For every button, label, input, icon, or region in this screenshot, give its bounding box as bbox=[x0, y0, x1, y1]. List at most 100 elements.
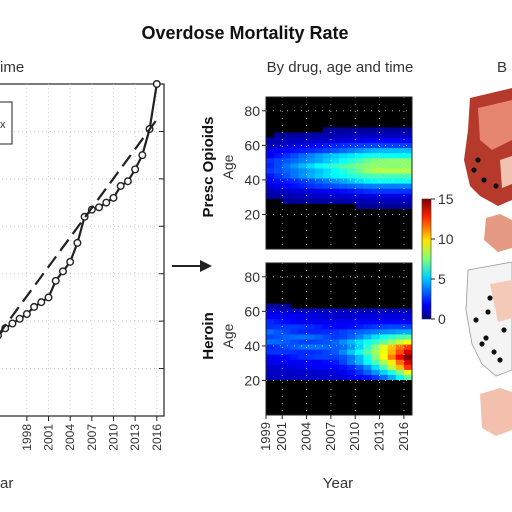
heroin-cell bbox=[379, 344, 389, 350]
heroin-cell bbox=[330, 308, 340, 315]
opioid-cell bbox=[387, 142, 397, 149]
opioid-cell bbox=[322, 147, 332, 154]
heroin-cell bbox=[403, 323, 413, 330]
heroin-cell bbox=[274, 323, 283, 330]
heroin-cell bbox=[314, 318, 324, 325]
heroin-cell bbox=[298, 323, 308, 330]
map-dot bbox=[493, 183, 499, 189]
heroin-cell bbox=[306, 374, 316, 381]
opioid-cell bbox=[330, 162, 340, 169]
opioid-cell bbox=[395, 198, 405, 204]
opioid-cell bbox=[266, 147, 275, 154]
opioid-cell bbox=[314, 178, 324, 184]
heroin-cell bbox=[298, 318, 308, 325]
opioid-cell bbox=[395, 173, 405, 179]
heroin-cell bbox=[290, 349, 299, 355]
opioid-cell bbox=[274, 152, 283, 159]
opioid-cell bbox=[339, 167, 348, 174]
opioid-cell bbox=[290, 198, 299, 204]
heroin-cell bbox=[266, 344, 275, 350]
heroin-cell bbox=[387, 354, 397, 360]
opioid-cell bbox=[322, 137, 332, 144]
opioid-cell bbox=[266, 162, 275, 169]
heroin-cell bbox=[371, 349, 381, 355]
heroin-cell bbox=[363, 333, 372, 340]
opioid-cell bbox=[298, 157, 308, 164]
heroin-cell bbox=[314, 359, 324, 365]
heroin-cell bbox=[403, 359, 413, 365]
heroin-cell bbox=[363, 354, 372, 360]
opioid-cell bbox=[387, 127, 397, 133]
opioid-cell bbox=[266, 167, 275, 174]
heroin-cell bbox=[355, 364, 364, 370]
opioid-cell bbox=[306, 167, 316, 174]
heroin-cell bbox=[330, 328, 340, 335]
heroin-cell bbox=[282, 339, 291, 345]
heroin-cell bbox=[290, 359, 299, 365]
opioid-cell bbox=[379, 198, 389, 204]
opioid-cell bbox=[339, 147, 348, 154]
heroin-cell bbox=[274, 313, 283, 320]
heroin-cell bbox=[266, 328, 275, 335]
heroin-cell bbox=[274, 303, 283, 310]
opioid-cell bbox=[355, 152, 364, 159]
heroin-cell bbox=[363, 364, 372, 370]
opioid-cell bbox=[298, 183, 308, 189]
heroin-cell bbox=[266, 374, 275, 381]
colorbar-tick-label: 10 bbox=[438, 231, 454, 247]
heroin-cell bbox=[298, 339, 308, 345]
opioid-cell bbox=[387, 167, 397, 174]
opioid-cell bbox=[339, 157, 348, 164]
opioid-cell bbox=[387, 162, 397, 169]
opioid-cell bbox=[274, 188, 283, 194]
opioid-cell bbox=[290, 152, 299, 159]
heroin-cell bbox=[339, 323, 348, 330]
opioid-cell bbox=[363, 173, 372, 179]
observed-point bbox=[109, 193, 118, 202]
opioid-cell bbox=[371, 167, 381, 174]
heroin-cell bbox=[330, 364, 340, 370]
arrow-icon bbox=[172, 260, 212, 272]
opioid-cell bbox=[387, 137, 397, 144]
heroin-cell bbox=[274, 318, 283, 325]
opioid-cell bbox=[274, 193, 283, 199]
heroin-cell bbox=[306, 339, 316, 345]
heroin-cell bbox=[339, 344, 348, 350]
heroin-cell bbox=[322, 339, 332, 345]
opioid-cell bbox=[266, 193, 275, 199]
heroin-cell bbox=[330, 349, 340, 355]
heroin-cell bbox=[330, 313, 340, 320]
heroin-cell bbox=[282, 323, 291, 330]
heroin-cell bbox=[355, 318, 364, 325]
opioid-cell bbox=[387, 173, 397, 179]
heroin-cell bbox=[387, 318, 397, 325]
opioid-cell bbox=[266, 157, 275, 164]
heroin-cell bbox=[339, 313, 348, 320]
opioid-cell bbox=[355, 198, 364, 204]
opioid-cell bbox=[290, 147, 299, 154]
heroin-cell bbox=[371, 344, 381, 350]
heroin-cell bbox=[282, 333, 291, 340]
opioid-cell bbox=[298, 132, 308, 139]
opioid-cell bbox=[347, 173, 356, 179]
heroin-cell bbox=[274, 359, 283, 365]
observed-point bbox=[37, 298, 46, 307]
age-tick-label: 60 bbox=[244, 137, 260, 153]
opioid-cell bbox=[363, 132, 372, 139]
opioid-cell bbox=[306, 173, 316, 179]
opioid-cell bbox=[371, 193, 381, 199]
opioid-cell bbox=[395, 167, 405, 174]
heroin-cell bbox=[347, 318, 356, 325]
opioid-cell bbox=[371, 132, 381, 139]
heroin-cell bbox=[355, 349, 364, 355]
opioid-cell bbox=[330, 198, 340, 204]
opioid-cell bbox=[298, 193, 308, 199]
right-subtitle: B bbox=[497, 59, 507, 76]
heroin-cell bbox=[266, 364, 275, 370]
heroin-cell bbox=[322, 364, 332, 370]
line-x-tick-label: 2007 bbox=[85, 424, 99, 451]
heroin-cell bbox=[306, 313, 316, 320]
opioid-cell bbox=[314, 183, 324, 189]
opioid-cell bbox=[363, 137, 372, 144]
heroin-cell bbox=[322, 359, 332, 365]
